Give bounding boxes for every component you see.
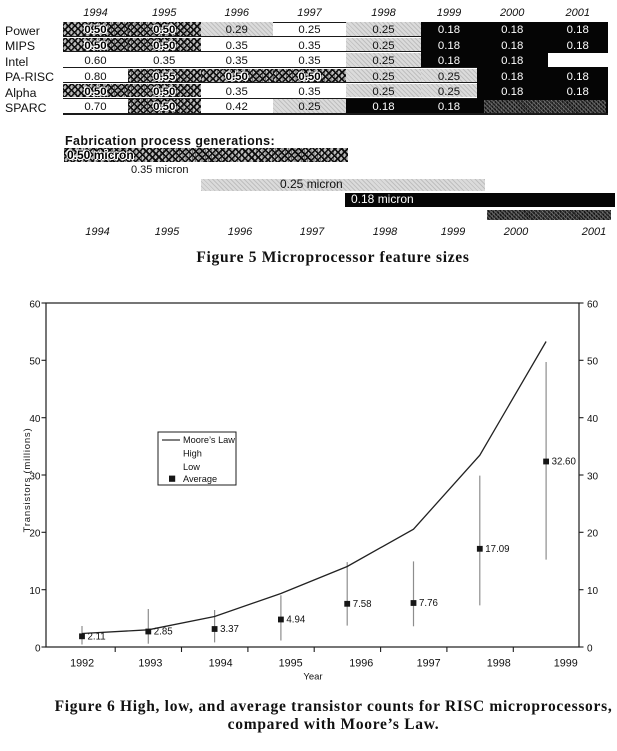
svg-text:High: High — [183, 449, 202, 459]
svg-text:1992: 1992 — [70, 658, 94, 670]
svg-text:40: 40 — [29, 414, 41, 425]
svg-text:2.11: 2.11 — [88, 632, 106, 643]
svg-text:30: 30 — [29, 471, 41, 482]
svg-text:20: 20 — [29, 529, 41, 540]
svg-text:0: 0 — [35, 643, 41, 654]
svg-text:2.85: 2.85 — [154, 627, 173, 638]
svg-text:Moore’s Law: Moore’s Law — [183, 435, 235, 445]
svg-text:1998: 1998 — [487, 658, 511, 670]
svg-text:1993: 1993 — [138, 658, 162, 670]
svg-text:50: 50 — [29, 357, 41, 368]
svg-text:32.60: 32.60 — [552, 457, 577, 468]
svg-text:50: 50 — [587, 357, 599, 368]
svg-text:17.09: 17.09 — [485, 544, 509, 555]
svg-text:7.76: 7.76 — [419, 598, 438, 609]
svg-text:Low: Low — [183, 462, 200, 472]
svg-text:1994: 1994 — [209, 658, 233, 670]
svg-text:1995: 1995 — [279, 658, 303, 670]
svg-text:7.58: 7.58 — [353, 599, 372, 610]
svg-text:60: 60 — [29, 299, 41, 310]
svg-text:1997: 1997 — [417, 658, 441, 670]
svg-text:4.94: 4.94 — [286, 615, 305, 626]
svg-text:30: 30 — [587, 471, 599, 482]
svg-text:40: 40 — [587, 414, 599, 425]
svg-text:60: 60 — [587, 299, 599, 310]
svg-text:0: 0 — [587, 643, 593, 654]
svg-text:1996: 1996 — [349, 658, 373, 670]
svg-text:Average: Average — [183, 474, 217, 484]
svg-text:Year: Year — [303, 672, 322, 683]
svg-text:20: 20 — [587, 529, 599, 540]
svg-text:1999: 1999 — [554, 658, 578, 670]
svg-text:10: 10 — [29, 586, 41, 597]
svg-text:3.37: 3.37 — [220, 624, 239, 635]
svg-text:Transistors (millions): Transistors (millions) — [22, 428, 33, 533]
svg-text:10: 10 — [587, 586, 599, 597]
